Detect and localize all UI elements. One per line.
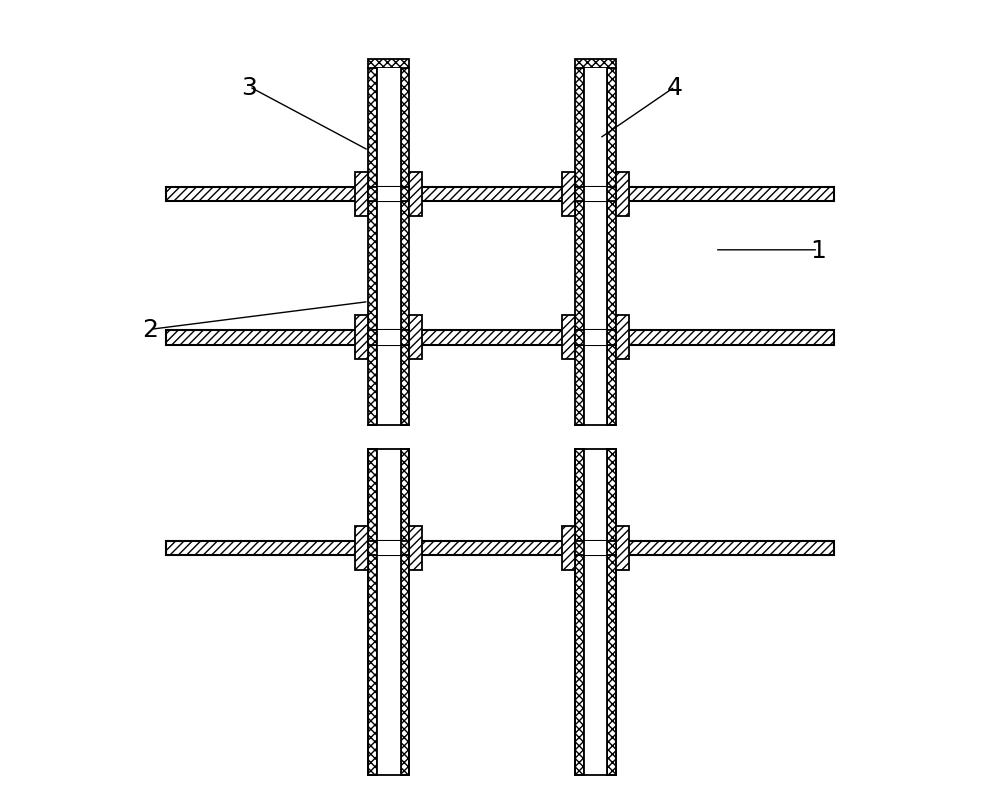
Bar <box>401 68 409 426</box>
Bar <box>584 68 607 426</box>
Bar <box>575 449 584 775</box>
Bar <box>607 331 616 345</box>
Bar <box>401 331 409 345</box>
Bar <box>575 331 616 345</box>
Bar <box>166 188 834 202</box>
Bar <box>355 173 368 217</box>
Bar <box>401 541 409 556</box>
Bar <box>377 449 401 775</box>
Bar <box>409 173 422 217</box>
Bar <box>368 541 409 556</box>
Text: 1: 1 <box>810 238 826 263</box>
Bar <box>368 541 377 556</box>
Bar <box>368 449 377 775</box>
Bar <box>616 316 629 360</box>
Bar <box>401 188 409 202</box>
Bar <box>355 316 368 360</box>
Bar <box>575 331 584 345</box>
Bar <box>575 68 584 426</box>
Bar <box>355 527 368 570</box>
Bar <box>368 59 409 68</box>
Bar <box>575 59 616 68</box>
Bar <box>368 188 377 202</box>
Bar <box>562 173 575 217</box>
Bar <box>616 173 629 217</box>
Text: 3: 3 <box>241 75 257 100</box>
Bar <box>584 449 607 775</box>
Bar <box>575 188 616 202</box>
Bar <box>607 188 616 202</box>
Bar <box>409 316 422 360</box>
Bar <box>607 68 616 426</box>
Bar <box>575 188 584 202</box>
Bar <box>377 68 401 426</box>
Bar <box>368 331 377 345</box>
Text: 2: 2 <box>142 318 158 342</box>
Bar <box>166 541 834 556</box>
Bar <box>562 316 575 360</box>
Bar <box>368 188 409 202</box>
Bar <box>575 541 584 556</box>
Text: 4: 4 <box>667 75 683 100</box>
Bar <box>401 449 409 775</box>
Bar <box>607 449 616 775</box>
Bar <box>607 541 616 556</box>
Bar <box>575 541 616 556</box>
Bar <box>616 527 629 570</box>
Bar <box>562 527 575 570</box>
Bar <box>166 331 834 345</box>
Bar <box>409 527 422 570</box>
Bar <box>368 68 377 426</box>
Bar <box>368 331 409 345</box>
